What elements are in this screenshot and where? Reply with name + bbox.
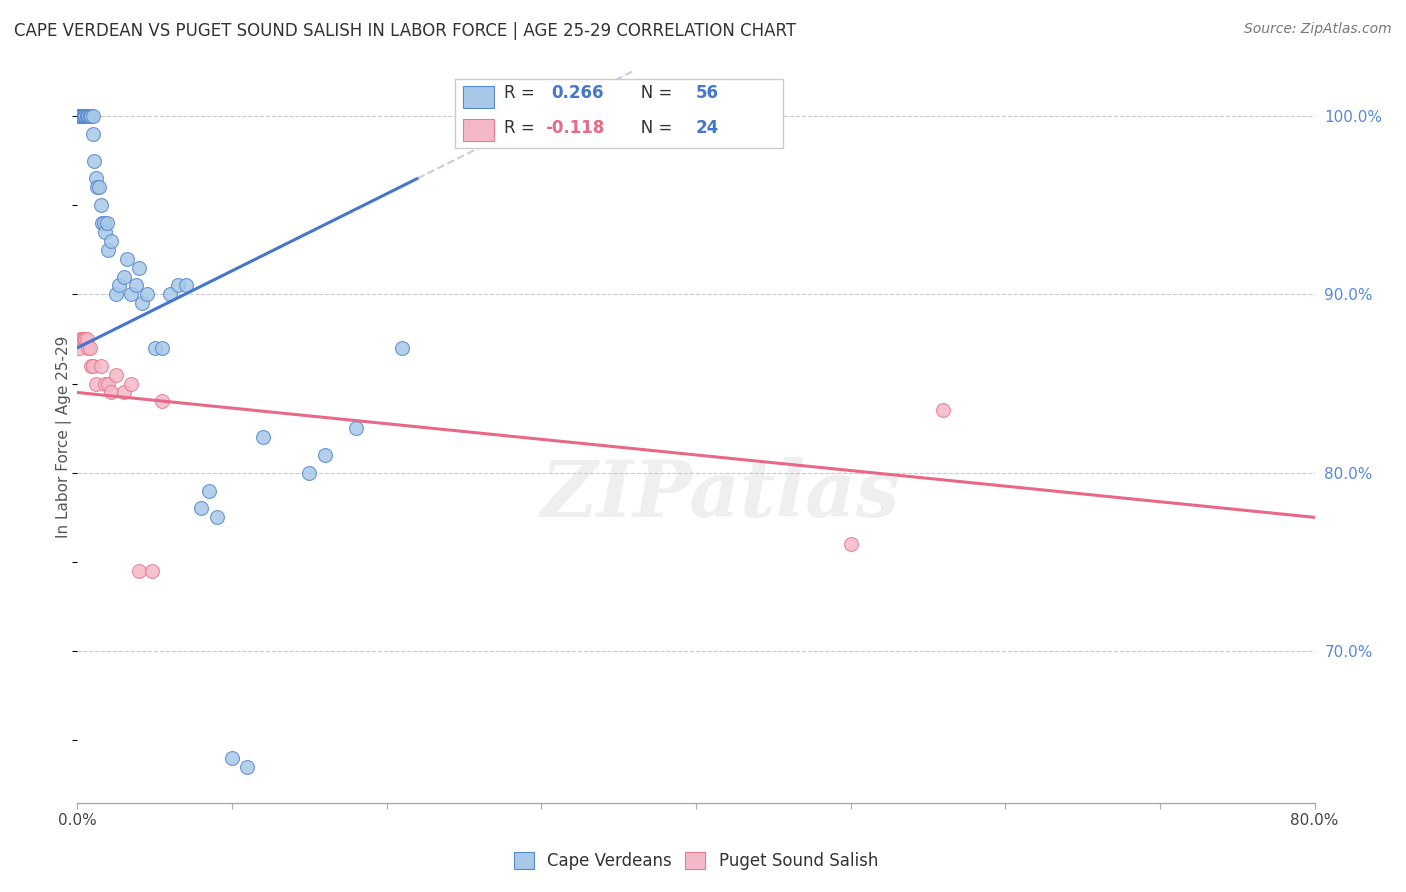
Text: Source: ZipAtlas.com: Source: ZipAtlas.com [1244, 22, 1392, 37]
Point [932, 403, 955, 417]
Point [84, 171, 107, 186]
Point [94, 376, 117, 391]
Point [115, 252, 138, 266]
Point [72, 332, 94, 346]
Point [121, 287, 143, 301]
Point [100, 234, 122, 248]
Point [67, 341, 90, 355]
Point [70, 109, 93, 123]
Point [80, 359, 103, 373]
Point [143, 341, 166, 355]
Point [86, 180, 108, 194]
Text: -0.118: -0.118 [546, 120, 605, 137]
Text: 24: 24 [696, 120, 720, 137]
Point [100, 385, 122, 400]
Point [75, 109, 96, 123]
Point [839, 537, 862, 551]
Point [84, 376, 107, 391]
Point [76, 109, 98, 123]
Legend: Cape Verdeans, Puget Sound Salish: Cape Verdeans, Puget Sound Salish [506, 844, 886, 879]
Point [190, 501, 212, 516]
Point [128, 564, 150, 578]
Point [72, 109, 94, 123]
Point [314, 448, 336, 462]
Point [152, 341, 174, 355]
Point [344, 421, 367, 435]
Point [128, 260, 150, 275]
Point [91, 216, 114, 230]
Text: R =: R = [505, 84, 540, 102]
Point [205, 510, 228, 524]
Point [69, 332, 91, 346]
Point [125, 278, 148, 293]
Text: N =: N = [626, 120, 678, 137]
Point [152, 394, 174, 409]
Point [82, 109, 104, 123]
Point [96, 216, 118, 230]
Point [105, 368, 128, 382]
Point [159, 287, 181, 301]
Text: CAPE VERDEAN VS PUGET SOUND SALISH IN LABOR FORCE | AGE 25-29 CORRELATION CHART: CAPE VERDEAN VS PUGET SOUND SALISH IN LA… [14, 22, 796, 40]
Point [87, 180, 110, 194]
Point [70, 109, 93, 123]
FancyBboxPatch shape [464, 119, 495, 141]
Point [391, 341, 413, 355]
Point [167, 278, 190, 293]
Point [77, 341, 100, 355]
Text: ZIPatlas: ZIPatlas [541, 458, 900, 533]
Point [121, 376, 143, 391]
Point [198, 483, 221, 498]
Point [75, 332, 96, 346]
Point [77, 109, 100, 123]
Point [69, 109, 91, 123]
Text: R =: R = [505, 120, 540, 137]
Point [76, 109, 98, 123]
Point [131, 296, 153, 310]
Point [79, 109, 101, 123]
Point [72, 109, 94, 123]
Point [70, 109, 93, 123]
Point [94, 225, 117, 239]
Point [83, 153, 105, 168]
Point [67, 109, 90, 123]
Point [136, 287, 159, 301]
Point [112, 385, 135, 400]
Point [69, 109, 91, 123]
Point [93, 216, 115, 230]
Text: 56: 56 [696, 84, 718, 102]
Text: 0.266: 0.266 [551, 84, 603, 102]
Point [70, 332, 93, 346]
Point [79, 341, 101, 355]
Point [108, 278, 131, 293]
Point [80, 109, 103, 123]
Y-axis label: In Labor Force | Age 25-29: In Labor Force | Age 25-29 [56, 336, 72, 538]
FancyBboxPatch shape [454, 78, 783, 148]
Point [75, 109, 96, 123]
Point [236, 760, 259, 774]
Text: N =: N = [626, 84, 678, 102]
FancyBboxPatch shape [464, 86, 495, 108]
Point [252, 430, 274, 444]
Point [141, 564, 163, 578]
Point [76, 332, 98, 346]
Point [69, 109, 91, 123]
Point [112, 269, 135, 284]
Point [105, 287, 128, 301]
Point [79, 109, 101, 123]
Point [82, 127, 104, 141]
Point [97, 243, 120, 257]
Point [221, 751, 243, 765]
Point [90, 359, 112, 373]
Point [77, 109, 100, 123]
Point [82, 359, 104, 373]
Point [97, 376, 120, 391]
Point [70, 109, 93, 123]
Point [90, 198, 112, 212]
Point [298, 466, 321, 480]
Point [174, 278, 197, 293]
